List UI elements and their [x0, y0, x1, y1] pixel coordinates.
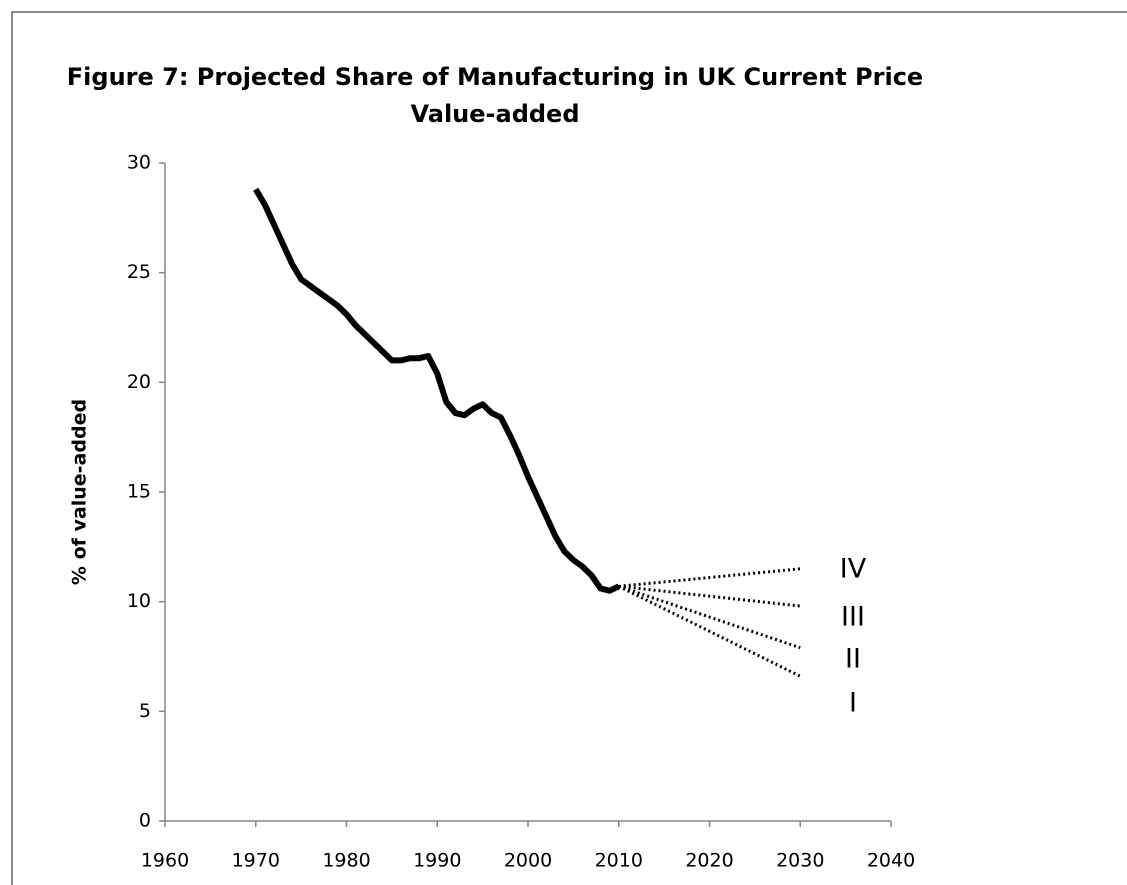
- projection-line: [618, 567, 801, 588]
- projection-line: [618, 584, 801, 650]
- y-tick-label: 0: [139, 810, 151, 832]
- data-line: [253, 187, 621, 594]
- chart-border: [11, 11, 1127, 885]
- y-tick-label: 25: [127, 261, 151, 283]
- series-label: II: [845, 644, 861, 675]
- y-tick-label: 15: [127, 481, 151, 503]
- projection-line: [618, 584, 801, 608]
- x-tick-label: 1980: [322, 850, 370, 872]
- series-label: III: [841, 602, 865, 633]
- y-tick-label: 30: [127, 152, 151, 174]
- y-tick-label: 5: [139, 700, 151, 722]
- chart-title: Figure 7: Projected Share of Manufacturi…: [67, 63, 923, 91]
- series-label: I: [849, 688, 857, 719]
- x-tick-label: 1970: [232, 850, 280, 872]
- x-tick-label: 2010: [595, 850, 643, 872]
- chart-title: Value-added: [410, 100, 579, 128]
- x-tick-label: 2020: [685, 850, 733, 872]
- y-tick-label: 20: [127, 371, 151, 393]
- y-axis-title: % of value-added: [69, 399, 91, 585]
- x-tick-label: 2000: [504, 850, 552, 872]
- x-tick-label: 2030: [776, 850, 824, 872]
- y-tick-label: 10: [127, 590, 151, 612]
- x-tick-label: 2040: [867, 850, 915, 872]
- projection-line: [618, 584, 801, 678]
- x-tick-label: 1960: [141, 850, 189, 872]
- x-tick-label: 1990: [413, 850, 461, 872]
- series-label: IV: [840, 554, 867, 585]
